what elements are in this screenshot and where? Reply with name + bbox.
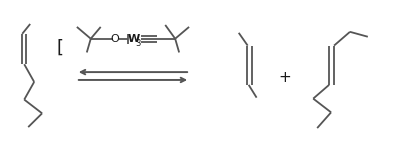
Text: 3: 3: [136, 39, 141, 48]
Text: W: W: [127, 34, 140, 44]
Text: [: [: [57, 39, 64, 57]
Text: O: O: [110, 34, 119, 44]
Text: +: +: [278, 69, 291, 84]
